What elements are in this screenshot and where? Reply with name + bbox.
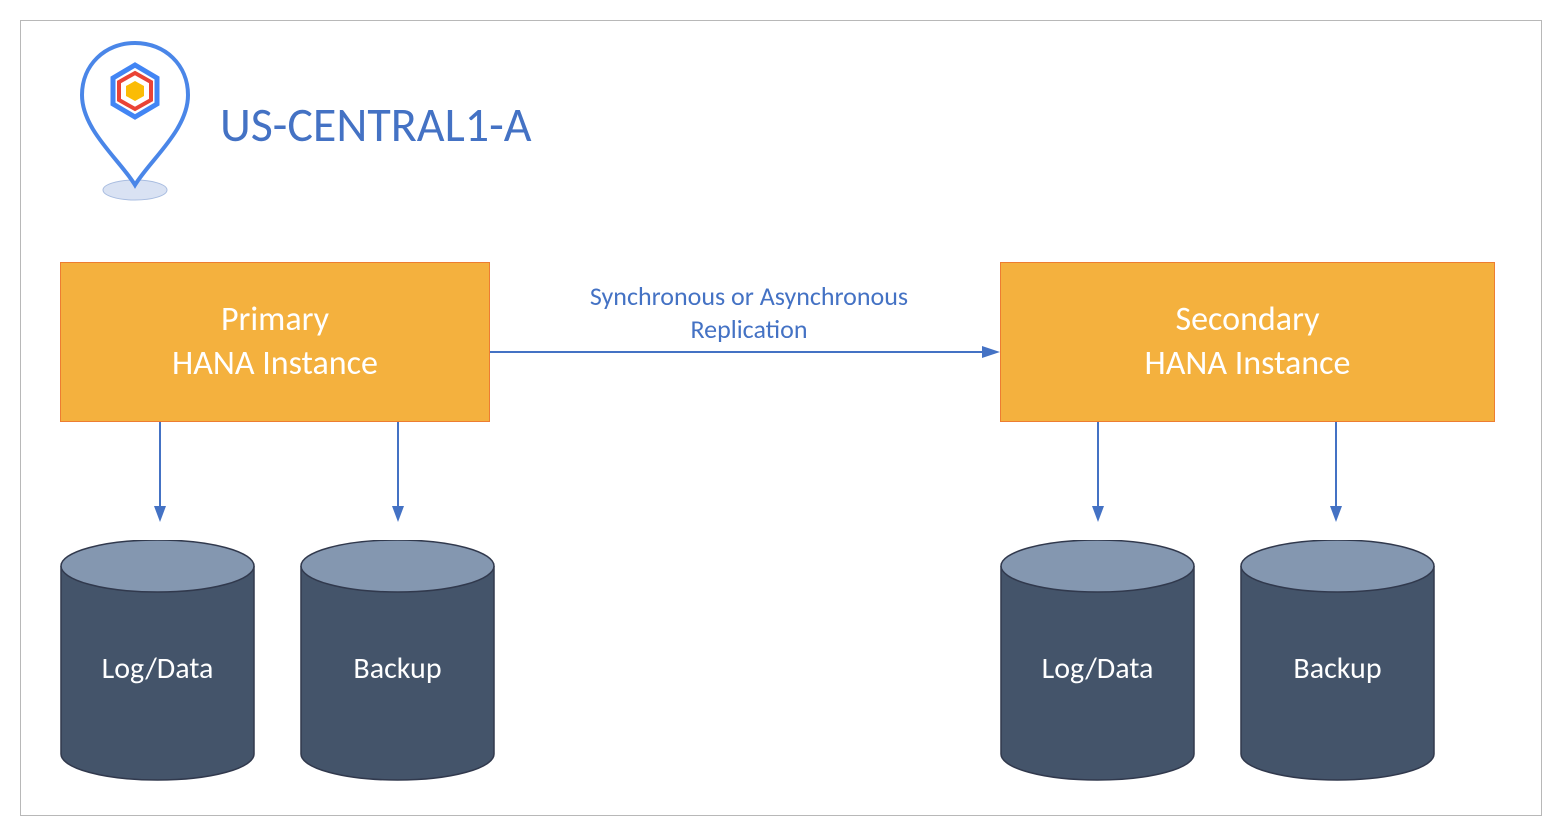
cylinder-secondary-backup: Backup [1240,540,1435,790]
cylinder-secondary-log: Log/Data [1000,540,1195,790]
cylinder-secondary-log-label: Log/Data [1000,650,1195,687]
cylinder-secondary-backup-label: Backup [1240,650,1435,687]
cylinder-primary-log-label: Log/Data [60,650,255,687]
cylinder-primary-backup-label: Backup [300,650,495,687]
cylinder-primary-backup: Backup [300,540,495,790]
cylinder-primary-log: Log/Data [60,540,255,790]
